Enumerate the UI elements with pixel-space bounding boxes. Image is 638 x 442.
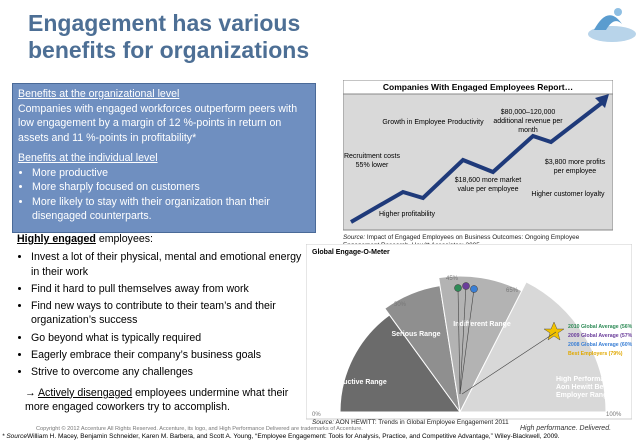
bullet: More sharply focused on customers <box>32 180 310 195</box>
range-label: High Performance/ Aon Hewitt Best Employ… <box>556 376 619 399</box>
chart-label: Higher profitability <box>379 211 436 218</box>
scale-label: 65% <box>506 288 519 294</box>
pin-head <box>470 285 478 293</box>
report-chart: Companies With Engaged Employees Report…… <box>343 80 613 231</box>
gauge-segment <box>339 314 461 413</box>
range-label-text: High Performance/ Aon Hewitt Best Employ… <box>556 376 619 399</box>
pin-head <box>462 282 470 290</box>
footnote-prefix: * Source <box>2 433 27 440</box>
logo-splash <box>588 8 636 42</box>
heading-underlined: Highly engaged <box>17 233 96 245</box>
chart-label: Higher customer loyalty <box>531 191 605 198</box>
source-label: Source: <box>343 234 366 241</box>
range-label: Destructive Range <box>325 379 387 386</box>
source-label: Source: <box>312 419 335 426</box>
scale-label: 0% <box>312 412 321 418</box>
bullet: Find new ways to contribute to their tea… <box>31 299 307 328</box>
star <box>543 321 565 341</box>
gauge: Global Engage-O-Meter Destructive Range S… <box>306 244 632 420</box>
engaged-list: Highly engaged employees: Invest a lot o… <box>17 232 307 414</box>
benefits-box: Benefits at the organizational level Com… <box>12 83 316 233</box>
chart-label: $80,000–120,000 additional revenue per m… <box>493 109 563 134</box>
chart-label: Recruitment costs 55% lower <box>343 153 401 169</box>
gauge-title: Global Engage-O-Meter <box>312 249 390 256</box>
bullet: Strive to overcome any challenges <box>31 365 307 379</box>
legend-entry: 2010 Global Average (56%) <box>568 324 632 330</box>
copyright: Copyright © 2012 Accenture All Rights Re… <box>36 426 363 432</box>
legend-entry: 2009 Global Average (57%) <box>568 333 632 339</box>
org-heading: Benefits at the organizational level <box>18 88 180 100</box>
pin <box>461 331 557 395</box>
pin-head <box>454 284 462 292</box>
disengaged-rest: employees undermine what their more enga… <box>25 386 289 413</box>
title-block: Engagement has various benefits for orga… <box>28 10 328 64</box>
footnote: * SourceWilliam H. Macey, Benjamin Schne… <box>2 433 560 440</box>
gauge-source: Source: AON HEWITT: Trends in Global Emp… <box>312 419 509 427</box>
title: Engagement has various benefits for orga… <box>28 10 310 63</box>
chart-label: Growth in Employee Productivity <box>382 119 484 126</box>
scale-label: 45% <box>446 276 459 282</box>
chart-title: Companies With Engaged Employees Report… <box>383 82 573 92</box>
footnote-text: William H. Macey, Benjamin Schneider, Ka… <box>26 433 560 440</box>
source-text: AON HEWITT: Trends in Global Employee En… <box>335 419 509 426</box>
bullet: Eagerly embrace their company’s business… <box>31 348 307 362</box>
pin <box>459 285 467 395</box>
pin <box>457 287 461 395</box>
range-label: Serious Range <box>391 331 440 338</box>
chart-label: $18,600 more market value per employee <box>454 177 522 193</box>
legend-entry: Best Employers (79%) <box>568 351 623 357</box>
bullet: Go beyond what is typically required <box>31 331 307 345</box>
bullet: More likely to stay with their organizat… <box>32 195 310 224</box>
pin <box>459 288 475 395</box>
tagline: High performance. Delivered. <box>520 425 612 432</box>
bullet: More productive <box>32 166 310 181</box>
disengaged-underlined: Actively disengaged <box>37 386 133 399</box>
ind-heading: Benefits at the individual level <box>18 152 158 164</box>
bullet: Invest a lot of their physical, mental a… <box>31 250 307 279</box>
org-text: Companies with engaged workforces outper… <box>18 102 298 144</box>
heading-rest: employees: <box>98 233 154 245</box>
scale-label: 30% <box>394 302 407 308</box>
bullet: Find it hard to pull themselves away fro… <box>31 282 307 296</box>
chart-label: $3,800 more profits per employee <box>544 159 606 175</box>
scale-label: 100% <box>606 412 622 418</box>
ind-bullets: More productive More sharply focused on … <box>18 166 310 224</box>
legend-entry: 2008 Global Average (60%) <box>568 342 632 348</box>
range-label: Indifferent Range <box>453 321 511 328</box>
